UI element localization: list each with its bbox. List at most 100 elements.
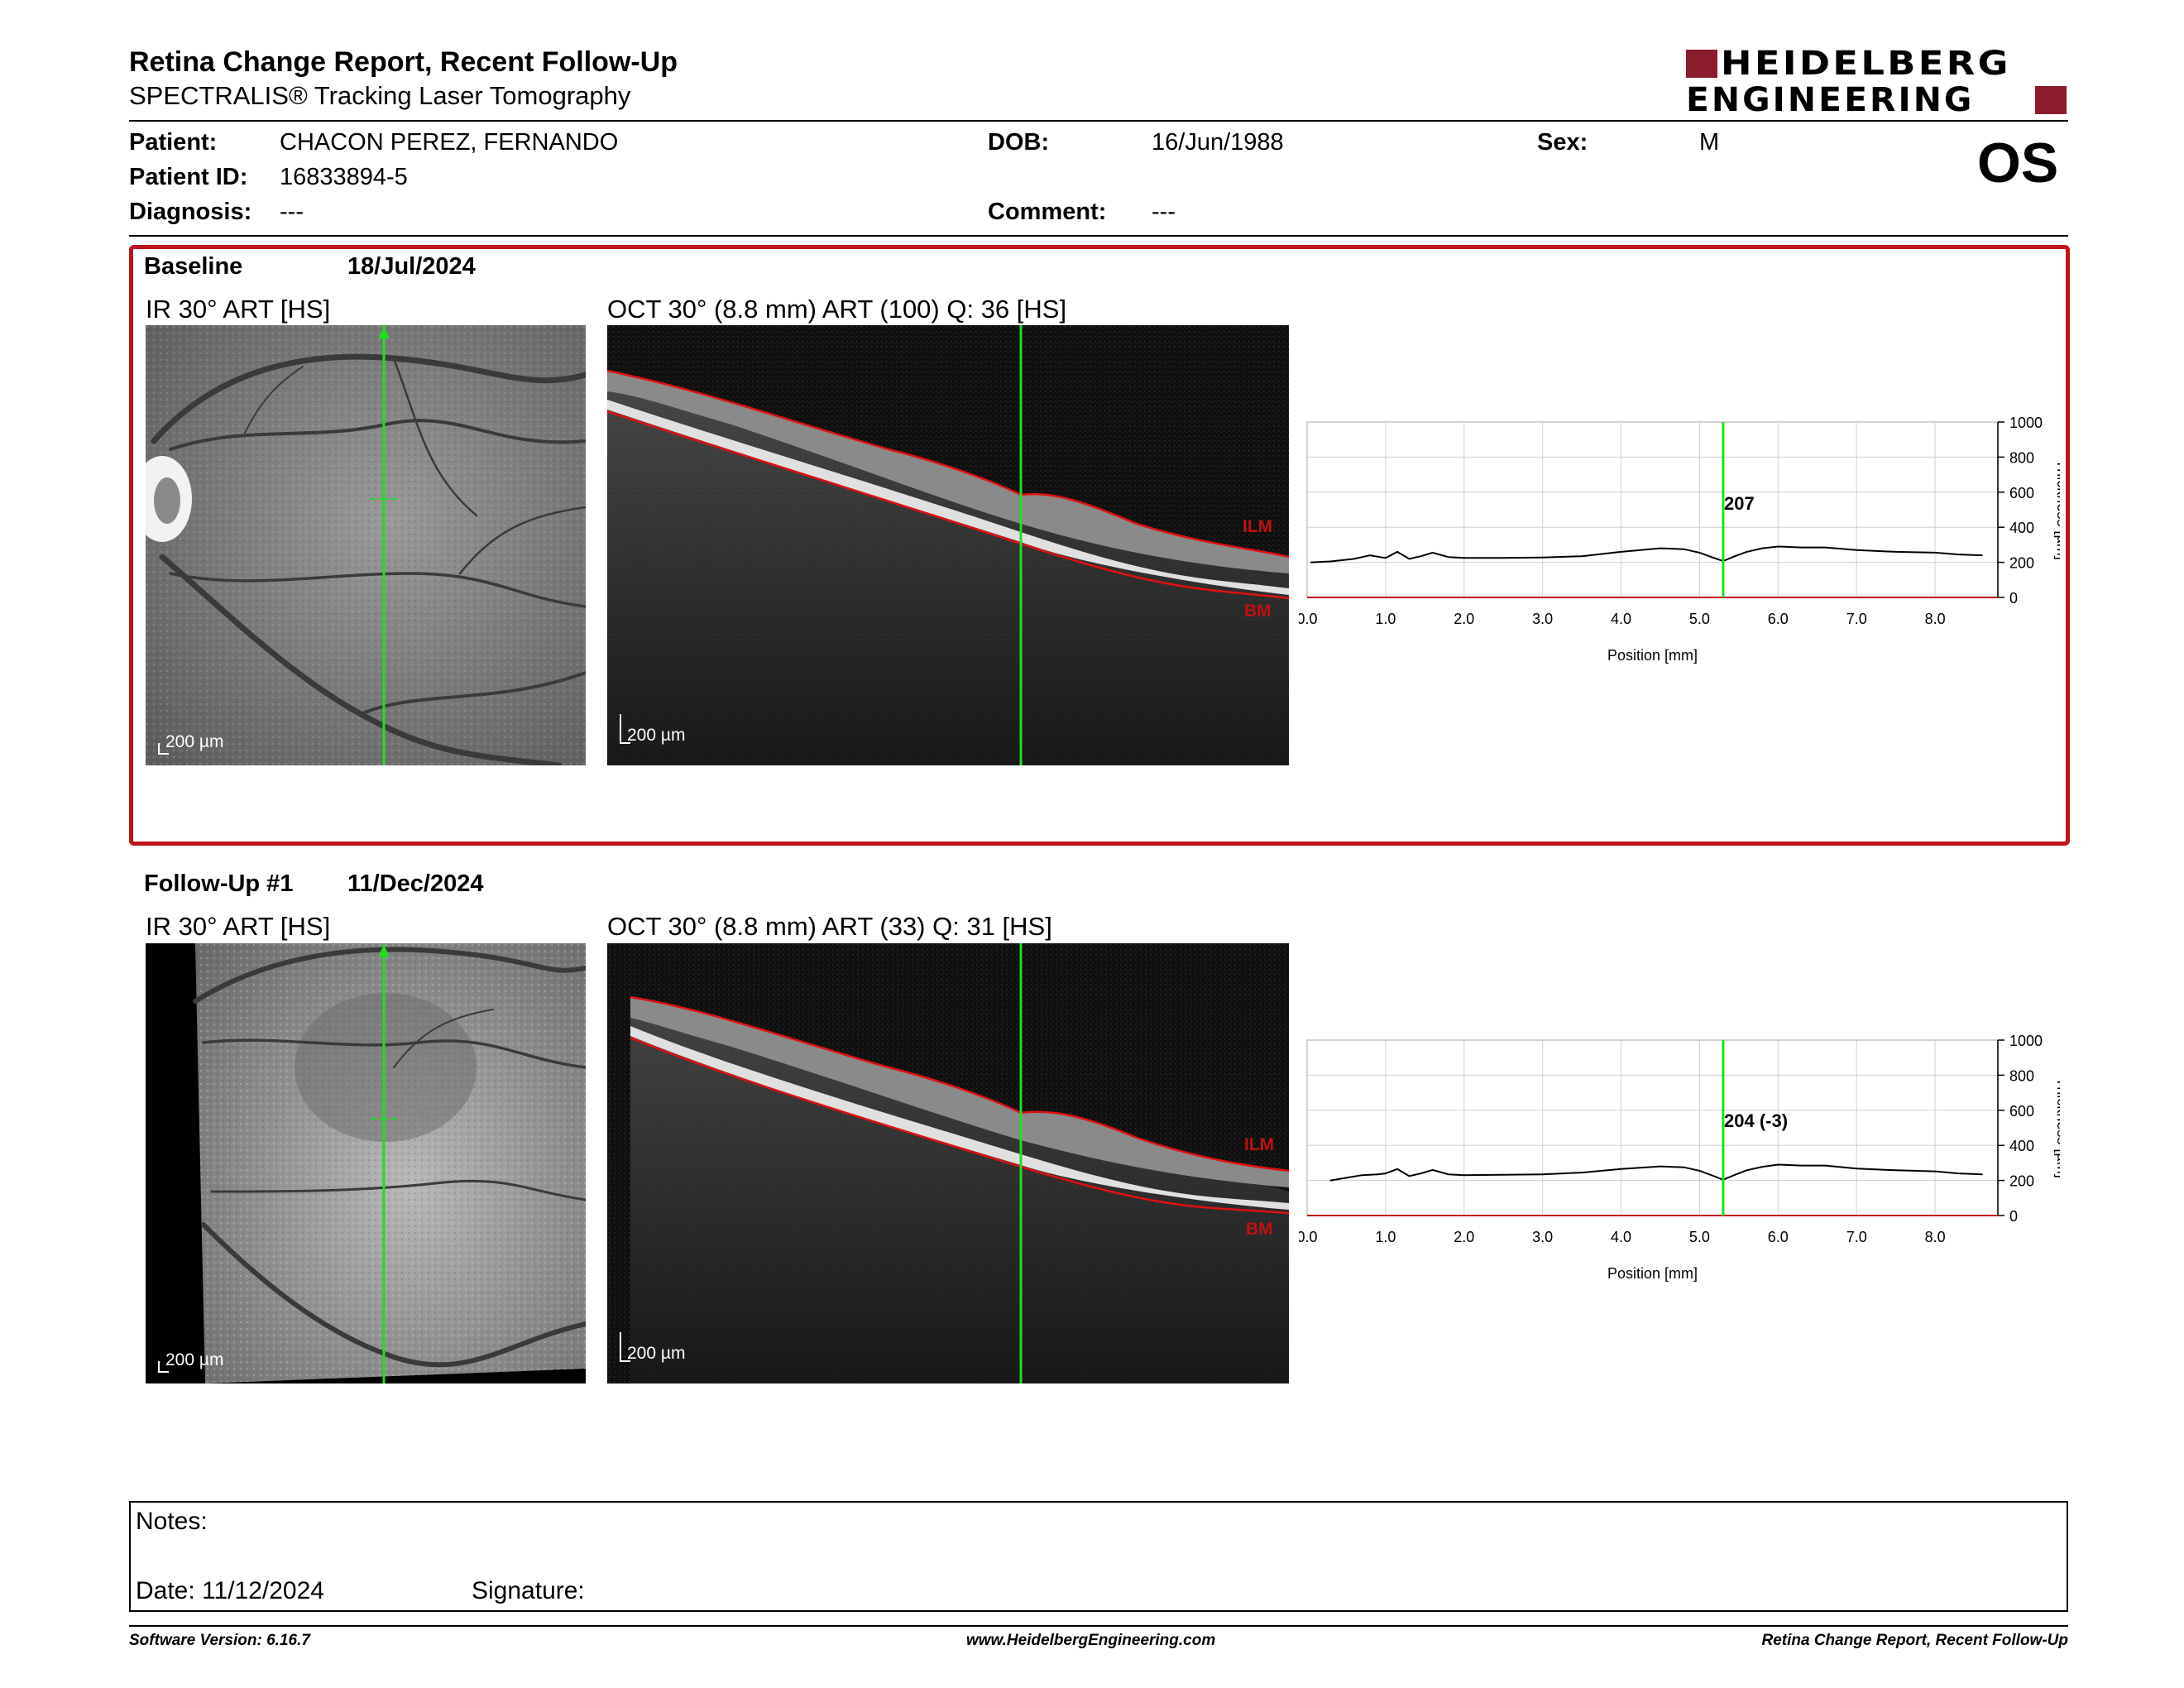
chart-data-point [1734,1174,1736,1176]
chart-data-point [1734,555,1736,557]
chart-data-point [1683,548,1685,550]
followup-date: 11/Dec/2024 [347,870,484,897]
chart-y-tick-label: 1000 [2009,415,2043,431]
chart-y-tick-label: 0 [2009,590,2018,607]
followup-thickness-chart: 0 200 400 600 800 1000 0.0 1.0 2.0 3.0 4.0 5.0 6.0 7.… [1299,1033,2060,1282]
chart-y-tick-label: 800 [2009,1067,2034,1084]
chart-data-point [1447,1173,1449,1175]
chart-data-point [1447,556,1449,559]
chart-data-point [1345,1177,1348,1179]
followup-oct-bscan-image: ILM BM 200 µm [607,943,1289,1383]
chart-data-point [1541,1173,1544,1175]
heidelberg-logo: HEIDELBERG ENGINEERING [1686,46,2068,117]
chart-data-point [1957,554,1960,555]
baseline-date: 18/Jul/2024 [347,253,476,280]
patient-name-label: Patient: [129,129,218,156]
chart-data-point [1377,1173,1379,1175]
followup-oct-scale-label: 200 µm [627,1344,686,1363]
chart-data-point [1660,1165,1661,1168]
followup-ir-title: IR 30° ART [HS] [146,912,331,941]
baseline-oct-scale-label: 200 µm [627,726,686,745]
chart-data-point [1581,1172,1583,1173]
footer-website-link[interactable]: www.HeidelbergEngineering.com [966,1632,1216,1649]
comment-value: --- [1152,199,1176,225]
baseline-thickness-chart: 0 200 400 600 800 1000 0.0 1.0 2.0 3.0 4.0 5.0 6.0 7.… [1299,415,2060,664]
chart-data-point [1761,1166,1764,1168]
chart-y-tick-label: 600 [2009,485,2034,501]
followup-ir-scale-label: 200 µm [165,1350,224,1369]
chart-x-axis-label: Position [mm] [1607,1265,1698,1282]
chart-x-tick-label: 5.0 [1689,611,1710,627]
footer-report-name: Retina Change Report, Recent Follow-Up [1761,1632,2068,1649]
chart-data-point [1856,549,1858,551]
chart-data-point [1581,555,1583,557]
chart-data-point [1396,1168,1398,1170]
chart-x-tick-label: 3.0 [1532,611,1553,627]
baseline-oct-bscan-image: ILM BM 200 µm [607,325,1289,765]
chart-data-point [1710,1174,1712,1177]
chart-data-point [1408,558,1410,560]
notes-box[interactable] [129,1501,2068,1612]
chart-data-point [1824,546,1827,549]
chart-y-tick-label: 800 [2009,449,2034,466]
logo-square-icon [1686,50,1717,78]
chart-data-point [1746,1169,1748,1172]
followup-thickness-value: 204 (-3) [1724,1110,1789,1131]
chart-data-point [1310,561,1312,563]
logo-text-line1: HEIDELBERG [1721,45,2011,83]
chart-data-point [1934,1170,1936,1172]
chart-data-point [1957,1172,1960,1174]
followup-oct-title: OCT 30° (8.8 mm) ART (33) Q: 31 [HS] [607,912,1052,941]
sex-value: M [1699,129,1720,156]
logo-text-line2: ENGINEERING [1686,81,1975,119]
patient-name: CHACON PEREZ, FERNANDO [280,129,619,156]
chart-x-tick-label: 8.0 [1925,611,1946,627]
chart-x-tick-label: 1.0 [1375,1229,1396,1245]
chart-data-point [1934,552,1936,554]
chart-x-tick-label: 2.0 [1454,1229,1474,1245]
chart-data-point [1620,1168,1622,1170]
chart-y-tick-label: 1000 [2009,1033,2043,1049]
diagnosis-value: --- [280,199,304,225]
comment-label: Comment: [988,199,1107,225]
chart-data-point [1856,1168,1858,1169]
chart-x-tick-label: 8.0 [1925,1229,1946,1245]
chart-data-point [1777,1163,1779,1166]
followup-ir-fundus-image: 200 µm [146,943,586,1383]
chart-data-point [1502,557,1505,559]
chart-y-tick-label: 0 [2009,1208,2018,1225]
chart-data-point [1660,547,1661,549]
baseline-label: Baseline [144,253,243,280]
chart-x-tick-label: 5.0 [1689,1229,1710,1245]
chart-data-point [1981,554,1983,556]
chart-x-tick-label: 7.0 [1846,611,1867,627]
chart-plot-area [1306,421,1999,598]
followup-bm-label: BM [1246,1220,1273,1239]
dob-value: 16/Jun/1988 [1152,129,1284,156]
signature-label: Signature: [472,1577,585,1604]
chart-data-point [1683,1166,1685,1168]
report-subtitle: SPECTRALIS® Tracking Laser Tomography [129,81,631,110]
chart-x-tick-label: 4.0 [1611,611,1631,627]
chart-y-axis-label: Thickness [µm] [2054,459,2060,559]
header-divider [129,120,2068,122]
chart-data-point [1463,1174,1465,1177]
baseline-ilm-label: ILM [1243,517,1273,536]
footer-divider [129,1625,2068,1627]
chart-x-tick-label: 0.0 [1299,1229,1318,1245]
chart-x-tick-label: 1.0 [1375,611,1396,627]
chart-x-tick-label: 3.0 [1532,1229,1553,1245]
chart-y-tick-label: 200 [2009,1173,2034,1190]
patient-id-label: Patient ID: [129,164,248,190]
baseline-frame [129,245,2070,846]
baseline-ir-fundus-image: 200 µm [146,325,586,765]
chart-y-tick-label: 400 [2009,1138,2034,1154]
logo-square-icon [2035,86,2067,114]
chart-y-axis-label: Thickness [µm] [2054,1077,2060,1177]
chart-data-point [1894,551,1897,553]
patient-divider [129,235,2068,237]
chart-y-tick-label: 400 [2009,520,2034,536]
baseline-ir-scale-label: 200 µm [165,732,224,751]
chart-x-tick-label: 2.0 [1454,611,1474,627]
chart-y-tick-label: 200 [2009,555,2034,572]
